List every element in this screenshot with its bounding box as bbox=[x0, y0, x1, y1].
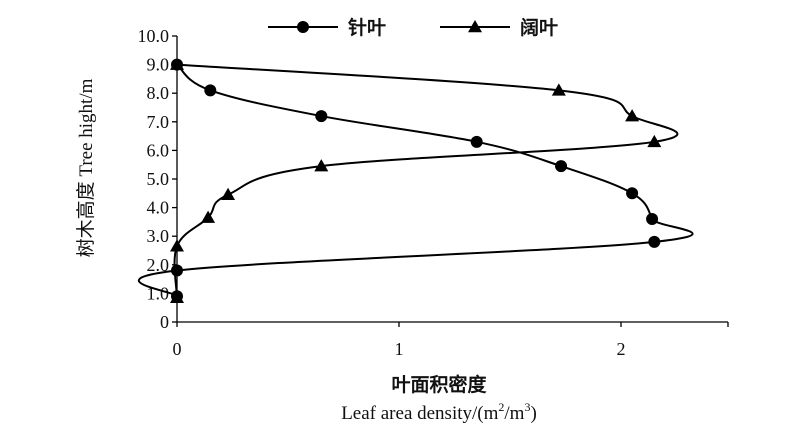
triangle-marker bbox=[551, 83, 566, 96]
y-tick-label: 6.0 bbox=[147, 140, 170, 160]
triangle-marker bbox=[625, 109, 640, 122]
circle-marker bbox=[171, 264, 183, 277]
triangle-marker bbox=[170, 290, 184, 303]
series-2 bbox=[170, 57, 679, 303]
circle-marker bbox=[626, 187, 639, 200]
legend-triangle-marker bbox=[468, 20, 482, 33]
circle-marker bbox=[648, 235, 661, 248]
y-tick-label: 9.0 bbox=[147, 55, 170, 75]
x-tick-label: 2 bbox=[617, 339, 626, 359]
legend-item-1: 针叶 bbox=[268, 16, 386, 39]
triangle-marker bbox=[170, 57, 184, 70]
y-tick-label: 5.0 bbox=[147, 169, 170, 189]
x-tick-label: 0 bbox=[173, 339, 182, 359]
x-axis-title-cn: 叶面积密度 bbox=[391, 373, 487, 396]
legend-label: 阔叶 bbox=[520, 17, 558, 39]
series-line bbox=[137, 63, 694, 298]
series-1 bbox=[137, 58, 694, 303]
circle-marker bbox=[555, 160, 568, 173]
y-axis-title: 树木高度 Tree hight/m bbox=[75, 78, 97, 257]
legend-label: 针叶 bbox=[348, 16, 386, 39]
y-tick-label: 10.0 bbox=[138, 26, 170, 46]
circle-marker bbox=[470, 135, 483, 148]
triangle-marker bbox=[647, 134, 662, 148]
circle-marker bbox=[646, 213, 659, 226]
legend: 针叶 阔叶 bbox=[268, 16, 558, 39]
legend-circle-marker bbox=[297, 21, 309, 33]
y-tick-label: 2.0 bbox=[147, 255, 170, 275]
y-tick-label: 8.0 bbox=[147, 83, 170, 103]
triangle-marker bbox=[201, 210, 216, 223]
triangle-marker bbox=[170, 239, 184, 252]
circle-marker bbox=[315, 110, 328, 123]
triangle-marker bbox=[314, 159, 329, 172]
y-tick-label: 7.0 bbox=[147, 112, 170, 132]
legend-item-2: 阔叶 bbox=[440, 17, 558, 39]
x-tick-label: 1 bbox=[395, 339, 404, 359]
triangle-marker bbox=[221, 187, 236, 200]
circle-marker bbox=[204, 84, 217, 97]
y-tick-label: 4.0 bbox=[147, 198, 170, 218]
y-tick-label: 3.0 bbox=[147, 226, 170, 246]
y-tick-label: 0 bbox=[160, 312, 169, 332]
series-group bbox=[137, 57, 694, 303]
x-axis-title-en: Leaf area density/(m2/m3) bbox=[341, 400, 537, 424]
